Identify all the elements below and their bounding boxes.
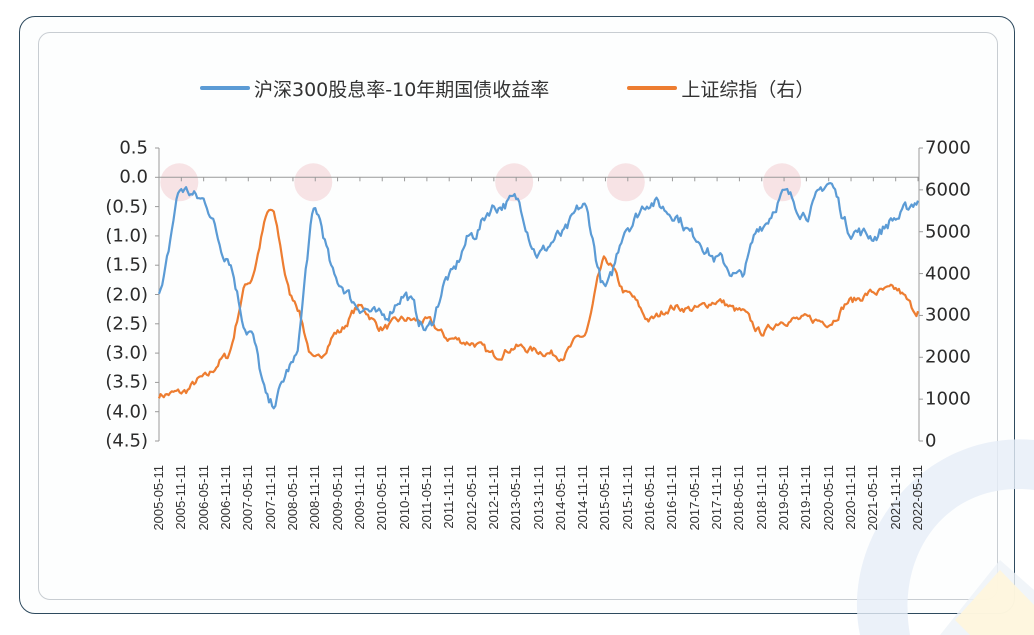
y-tick-label-right: 1000 xyxy=(925,388,971,410)
x-tick-label: 2018-11-11 xyxy=(753,465,769,530)
x-tick-label: 2017-11-11 xyxy=(709,465,725,530)
y-tick-label-left: 0.5 xyxy=(119,137,148,159)
x-tick-label: 2006-05-11 xyxy=(195,465,211,531)
y-tick-label-left: (4.5) xyxy=(105,430,148,452)
x-tick-label: 2011-11-11 xyxy=(441,465,457,529)
x-tick-label: 2021-05-11 xyxy=(865,465,881,531)
legend-swatch-orange xyxy=(627,86,678,90)
x-tick-label: 2008-05-11 xyxy=(284,465,300,531)
x-tick-label: 2008-11-11 xyxy=(307,465,323,530)
x-tick-label: 2007-05-11 xyxy=(240,465,256,531)
y-tick-label-left: (0.5) xyxy=(105,196,148,218)
legend-item-spread: 沪深300股息率-10年期国债收益率 xyxy=(200,75,549,102)
x-tick-label: 2016-11-11 xyxy=(664,465,680,530)
x-tick-label: 2015-11-11 xyxy=(619,465,635,530)
highlight-circle xyxy=(495,163,534,202)
y-tick-label-left: (3.5) xyxy=(105,371,148,393)
x-tick-label: 2019-05-11 xyxy=(776,465,792,531)
outer-frame xyxy=(19,16,1015,614)
y-tick-label-right: 7000 xyxy=(925,137,971,159)
y-tick-label-left: (2.5) xyxy=(105,313,148,335)
x-tick-label: 2014-05-11 xyxy=(552,465,568,531)
x-tick-label: 2016-05-11 xyxy=(642,465,658,531)
x-tick-label: 2010-05-11 xyxy=(374,465,390,531)
watermark-logo-icon xyxy=(856,439,1034,635)
x-tick-label: 2012-11-11 xyxy=(485,465,501,530)
x-tick-label: 2009-11-11 xyxy=(351,465,367,530)
x-tick-label: 2006-11-11 xyxy=(217,465,233,530)
y-tick-label-right: 3000 xyxy=(925,304,971,326)
x-tick-label: 2005-05-11 xyxy=(151,465,166,531)
y-tick-label-left: (2.0) xyxy=(105,284,148,305)
y-tick-label-left: (3.0) xyxy=(105,342,148,364)
series-line-dividend-yield-spread xyxy=(157,182,920,410)
x-tick-label: 2010-11-11 xyxy=(396,465,412,530)
chart-card xyxy=(38,32,998,600)
y-tick-label-right: 4000 xyxy=(925,263,971,285)
x-tick-label: 2013-05-11 xyxy=(508,465,524,531)
legend-swatch-blue xyxy=(200,86,250,90)
chart-legend: 沪深300股息率-10年期国债收益率 上证综指（右） xyxy=(200,74,892,102)
highlight-circle xyxy=(294,163,333,202)
x-tick-label: 2007-11-11 xyxy=(262,465,278,530)
legend-label: 沪深300股息率-10年期国债收益率 xyxy=(254,78,550,101)
highlight-circle xyxy=(606,163,645,202)
y-tick-label-left: 0.0 xyxy=(119,166,148,188)
x-tick-label: 2005-11-11 xyxy=(173,465,189,530)
x-tick-label: 2009-05-11 xyxy=(329,465,345,531)
x-tick-label: 2018-05-11 xyxy=(731,465,747,531)
x-tick-label: 2015-05-11 xyxy=(597,465,613,531)
y-tick-label-left: (1.5) xyxy=(105,254,148,276)
x-tick-label: 2019-11-11 xyxy=(798,465,814,530)
y-tick-label-right: 5000 xyxy=(925,221,971,243)
x-tick-label: 2011-05-11 xyxy=(418,465,434,530)
x-tick-label: 2014-11-11 xyxy=(575,465,591,530)
series-line-shanghai-index xyxy=(157,208,920,399)
x-tick-label: 2022-05-11 xyxy=(910,465,925,531)
x-tick-label: 2012-05-11 xyxy=(463,465,479,531)
x-tick-label: 2020-11-11 xyxy=(843,465,859,530)
x-tick-label: 2020-05-11 xyxy=(820,465,836,531)
y-tick-label-right: 2000 xyxy=(925,346,971,368)
y-tick-label-left: (1.0) xyxy=(105,225,148,247)
y-tick-label-right: 0 xyxy=(925,430,937,452)
y-tick-label-left: (4.0) xyxy=(105,401,148,423)
x-tick-label: 2013-11-11 xyxy=(530,465,546,530)
highlight-circle xyxy=(763,163,802,202)
x-tick-label: 2021-11-11 xyxy=(887,465,903,530)
y-tick-label-right: 6000 xyxy=(925,179,971,201)
legend-label: 上证综指（右） xyxy=(681,78,815,101)
x-tick-label: 2017-05-11 xyxy=(686,465,702,531)
legend-item-index: 上证综指（右） xyxy=(627,75,814,102)
